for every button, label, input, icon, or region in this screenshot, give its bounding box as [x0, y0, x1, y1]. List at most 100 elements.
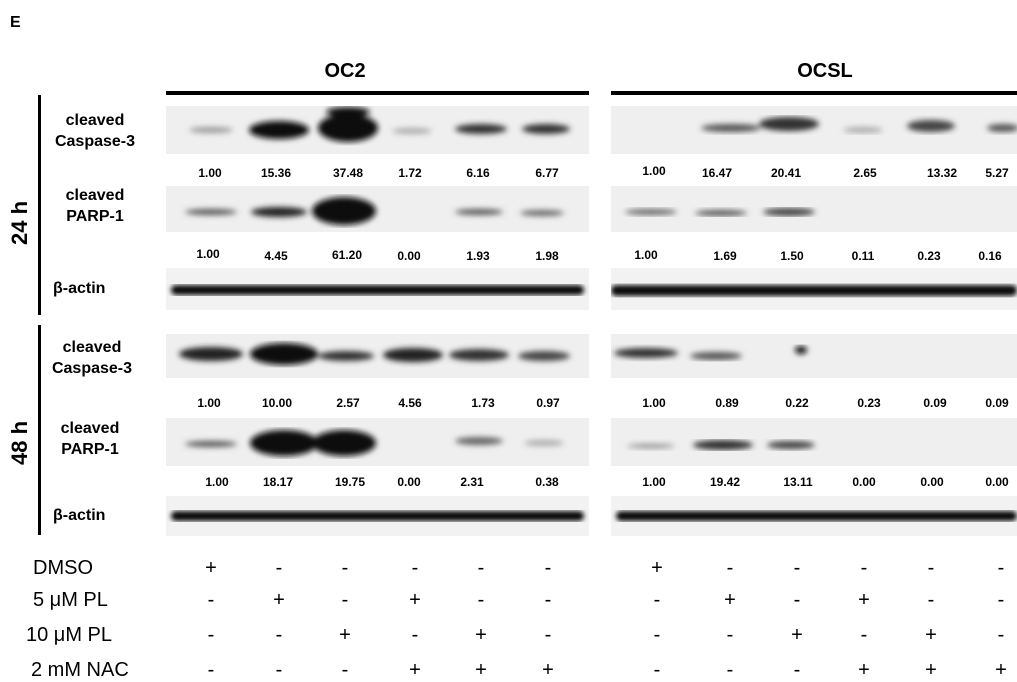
- ocsl-treatment-sign: +: [858, 589, 870, 611]
- cell-line-title-oc2: OC2: [324, 60, 366, 82]
- treatment-label: 10 μM PL: [26, 624, 113, 646]
- quant-value: 1.72: [398, 166, 422, 180]
- blot-ocsl-actin-24h: [611, 268, 1017, 310]
- ocsl-treatment-sign: -: [860, 557, 868, 579]
- quant-value: 5.27: [985, 166, 1009, 180]
- oc2-treatment-sign: -: [341, 589, 349, 611]
- quant-value: 0.00: [985, 475, 1009, 489]
- quant-value: 37.48: [332, 166, 364, 180]
- oc2-treatment-sign: +: [205, 557, 217, 579]
- oc2-treatment-sign: -: [411, 557, 419, 579]
- quant-value: 18.17: [262, 475, 294, 489]
- ocsl-treatment-sign: -: [653, 624, 661, 646]
- ocsl-treatment-sign: +: [925, 659, 937, 681]
- quant-value: 20.41: [770, 166, 802, 180]
- row-label-actin-48h: β-actin: [53, 507, 106, 524]
- ocsl-treatment-sign: -: [653, 659, 661, 681]
- quant-value: 0.23: [857, 396, 881, 410]
- panel-label: E: [10, 14, 21, 31]
- treatment-label: 5 μM PL: [33, 589, 108, 611]
- blot-oc2-parp-48h: [166, 418, 589, 466]
- quant-value: 15.36: [260, 166, 292, 180]
- time-bracket-48h: [38, 325, 41, 535]
- oc2-treatment-sign: -: [544, 557, 552, 579]
- quant-value: 1.00: [198, 166, 222, 180]
- oc2-treatment-sign: +: [409, 659, 421, 681]
- oc2-header-bar: [166, 91, 589, 95]
- quant-value: 0.22: [785, 396, 809, 410]
- row-label-actin-24h: β-actin: [53, 280, 106, 297]
- quant-value: 61.20: [331, 248, 363, 262]
- quant-value: 1.00: [634, 248, 658, 262]
- oc2-treatment-sign: -: [207, 624, 215, 646]
- treatment-label: 2 mM NAC: [31, 659, 129, 681]
- quant-value: 2.65: [853, 166, 877, 180]
- quant-value: 19.75: [334, 475, 366, 489]
- ocsl-treatment-sign: -: [793, 589, 801, 611]
- time-bracket-24h: [38, 95, 41, 315]
- ocsl-treatment-sign: +: [925, 624, 937, 646]
- quant-value: 4.45: [264, 249, 288, 263]
- ocsl-header-bar: [611, 91, 1017, 95]
- oc2-treatment-sign: -: [477, 557, 485, 579]
- ocsl-treatment-sign: -: [793, 557, 801, 579]
- row-label-cc3-48h: cleaved Caspase-3: [51, 339, 133, 377]
- oc2-treatment-sign: -: [207, 589, 215, 611]
- quant-value: 0.00: [920, 475, 944, 489]
- quant-value: 0.23: [917, 249, 941, 263]
- quant-value: 19.42: [709, 475, 741, 489]
- ocsl-treatment-sign: -: [927, 589, 935, 611]
- quant-value: 0.09: [985, 396, 1009, 410]
- ocsl-treatment-sign: +: [791, 624, 803, 646]
- row-label-parp-48h: cleaved PARP-1: [60, 420, 120, 458]
- ocsl-treatment-sign: -: [997, 589, 1005, 611]
- quant-value: 2.57: [336, 396, 360, 410]
- oc2-treatment-sign: -: [544, 624, 552, 646]
- time-label-48h: 48 h: [7, 420, 32, 466]
- ocsl-treatment-sign: +: [858, 659, 870, 681]
- treatment-label: DMSO: [33, 557, 93, 579]
- ocsl-treatment-sign: -: [860, 624, 868, 646]
- quant-value: 1.69: [713, 249, 737, 263]
- oc2-treatment-sign: -: [477, 589, 485, 611]
- quant-value: 0.16: [978, 249, 1002, 263]
- blot-ocsl-actin-48h: [611, 496, 1017, 536]
- ocsl-treatment-sign: -: [726, 557, 734, 579]
- quant-value: 4.56: [398, 396, 422, 410]
- quant-value: 0.97: [536, 396, 560, 410]
- blot-oc2-actin-48h: [166, 496, 589, 536]
- quant-value: 1.00: [197, 396, 221, 410]
- blot-oc2-parp-24h: [166, 186, 589, 232]
- quant-value: 0.00: [852, 475, 876, 489]
- quant-value: 6.16: [466, 166, 490, 180]
- ocsl-treatment-sign: +: [995, 659, 1007, 681]
- blot-ocsl-cc3-48h: [611, 334, 1017, 378]
- blot-oc2-cc3-48h: [166, 334, 589, 378]
- quant-value: 1.50: [780, 249, 804, 263]
- quant-value: 1.73: [471, 396, 495, 410]
- quant-value: 1.98: [535, 249, 559, 263]
- quant-value: 0.89: [715, 396, 739, 410]
- cell-line-title-ocsl: OCSL: [797, 60, 853, 82]
- quant-value: 1.00: [642, 396, 666, 410]
- quant-value: 0.00: [397, 475, 421, 489]
- quant-value: 1.93: [466, 249, 490, 263]
- quant-value: 1.00: [642, 164, 666, 178]
- row-label-cc3-24h: cleaved Caspase-3: [54, 112, 136, 150]
- quant-value: 13.32: [926, 166, 958, 180]
- oc2-treatment-sign: -: [275, 624, 283, 646]
- quant-value: 0.38: [535, 475, 559, 489]
- ocsl-treatment-sign: +: [724, 589, 736, 611]
- quant-value: 1.00: [205, 475, 229, 489]
- blot-ocsl-parp-48h: [611, 418, 1017, 466]
- quant-value: 13.11: [783, 475, 813, 489]
- oc2-treatment-sign: -: [207, 659, 215, 681]
- time-label-24h: 24 h: [7, 200, 32, 246]
- ocsl-treatment-sign: -: [653, 589, 661, 611]
- oc2-treatment-sign: -: [341, 557, 349, 579]
- quant-value: 16.47: [701, 166, 733, 180]
- blot-oc2-cc3-24h: [166, 106, 589, 154]
- quant-value: 2.31: [460, 475, 484, 489]
- oc2-treatment-sign: -: [341, 659, 349, 681]
- ocsl-treatment-sign: -: [997, 557, 1005, 579]
